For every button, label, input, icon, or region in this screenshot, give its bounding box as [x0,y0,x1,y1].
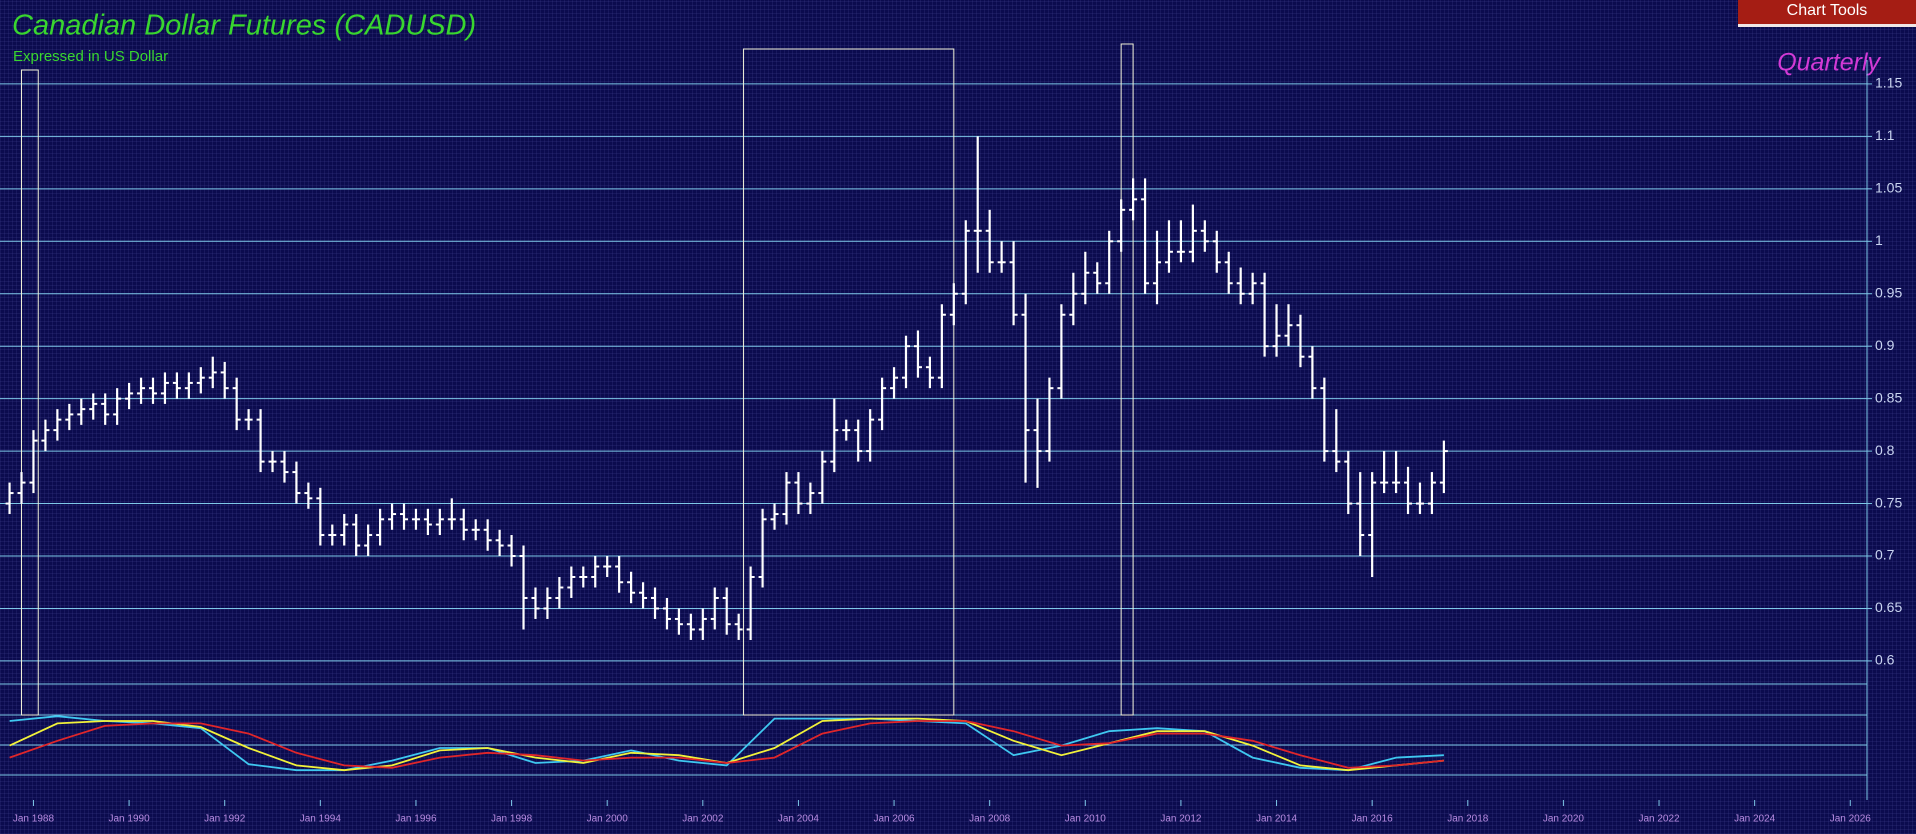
y-tick-label: 0.6 [1875,652,1895,668]
x-tick-label: Jan 2010 [1065,814,1107,825]
y-tick-label: 0.65 [1875,599,1902,615]
highlight-box [21,69,39,716]
x-tick-label: Jan 2014 [1256,814,1298,825]
x-tick-label: Jan 1994 [300,814,342,825]
y-tick-label: 0.95 [1875,284,1902,300]
highlight-box [742,48,955,716]
oscillator-line [9,720,1444,769]
y-tick-label: 1.15 [1875,75,1902,91]
y-tick-label: 0.75 [1875,494,1902,510]
x-tick-label: Jan 2004 [778,814,820,825]
x-tick-label: Jan 2022 [1638,814,1680,825]
period-label: Quarterly [1777,49,1881,77]
x-tick-label: Jan 2000 [587,814,629,825]
x-tick-label: Jan 1990 [109,814,151,825]
y-tick-label: 1 [1875,232,1883,248]
x-tick-label: Jan 2020 [1543,814,1585,825]
highlight-box [1120,43,1134,716]
x-tick-label: Jan 2024 [1734,814,1776,825]
x-tick-label: Jan 2012 [1160,814,1202,825]
chart-tools-button[interactable]: Chart Tools [1738,0,1916,27]
x-tick-label: Jan 1988 [13,814,55,825]
y-tick-label: 0.85 [1875,389,1902,405]
y-tick-label: 0.7 [1875,547,1895,563]
x-tick-label: Jan 2016 [1352,814,1394,825]
x-tick-label: Jan 2002 [682,814,724,825]
chart-title: Canadian Dollar Futures (CADUSD) [12,10,476,42]
y-tick-label: 0.9 [1875,337,1895,353]
x-tick-label: Jan 1992 [204,814,246,825]
x-tick-label: Jan 2018 [1447,814,1489,825]
chart-subtitle: Expressed in US Dollar [13,48,168,65]
x-tick-label: Jan 2026 [1830,814,1872,825]
y-tick-label: 1.05 [1875,180,1902,196]
x-tick-label: Jan 1996 [395,814,437,825]
y-tick-label: 1.1 [1875,127,1895,143]
x-tick-label: Jan 2006 [873,814,915,825]
x-tick-label: Jan 1998 [491,814,533,825]
y-tick-label: 0.8 [1875,442,1895,458]
x-tick-label: Jan 2008 [969,814,1011,825]
